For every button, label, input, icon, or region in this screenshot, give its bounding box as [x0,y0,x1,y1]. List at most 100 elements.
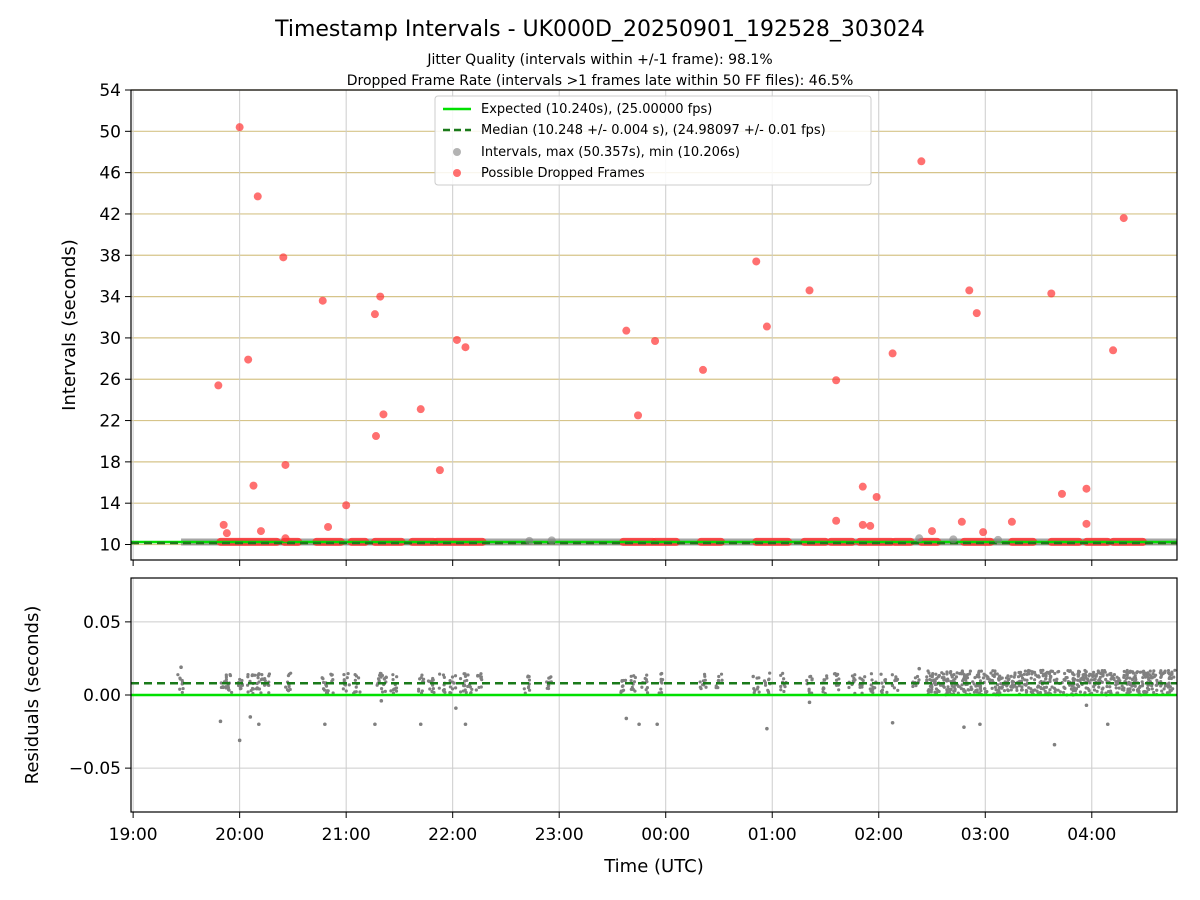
x-axis-label: Time (UTC) [603,856,704,877]
bottom-xtick-label: 02:00 [854,825,903,845]
residual-point [1126,690,1130,694]
residual-point [781,671,785,675]
bottom-y-axis-label: Residuals (seconds) [22,606,43,785]
residual-point [395,675,399,679]
residual-outlier-point [454,706,458,710]
residual-point [1101,674,1105,678]
residual-point [389,689,393,693]
residual-point [527,688,532,692]
dropped-frame-point [452,335,461,344]
dropped-frame-point [318,296,327,305]
residual-point [766,688,770,692]
residual-point [180,690,184,695]
interval-point [915,534,924,543]
residual-point [661,678,665,682]
residual-point [450,675,455,679]
residual-point [1138,670,1142,674]
bottom-xtick-label: 00:00 [641,825,690,845]
residual-point [391,677,395,682]
residual-point [1142,672,1146,677]
top-ytick-label: 38 [99,246,121,266]
residual-point [698,680,702,684]
intervals-plot: 10 14 18 22 26 30 34 38 42 46 50 54 [99,81,1178,566]
dropped-frame-point [371,432,380,441]
residual-point [256,676,260,680]
top-ytick-label: 42 [99,205,121,225]
residual-point [1019,688,1024,692]
residual-point [757,690,761,694]
residual-point [326,689,330,693]
bottom-xtick-label: 01:00 [748,825,797,845]
residual-point [1092,670,1096,674]
residual-point [991,669,995,673]
residual-point [1162,687,1166,691]
residual-point [937,673,941,678]
residual-point [1072,679,1076,683]
residual-point [720,678,724,682]
residual-point [1062,685,1066,689]
residual-point [966,688,970,692]
residual-point [977,675,981,679]
residual-point [1097,677,1102,682]
residual-point [1044,674,1048,678]
residual-point [825,674,829,678]
dropped-frame-point [461,343,470,352]
residual-point [997,686,1001,690]
residual-point [417,689,421,693]
residual-point [1015,685,1019,690]
residual-point [807,689,811,693]
residual-point [1143,675,1147,679]
residual-outlier-point [323,722,327,727]
bottom-xtick-label: 19:00 [109,825,158,845]
residual-point [1167,681,1171,685]
residual-point [353,678,357,682]
residual-point [644,688,648,692]
legend-intervals-swatch [453,148,461,156]
residual-point [1128,676,1132,680]
legend-box [434,95,872,186]
dropped-frame-point [858,520,867,529]
residual-point [230,690,234,695]
residual-point [1043,689,1047,693]
residual-point [714,686,718,690]
bottom-xtick-label: 22:00 [428,825,477,845]
residual-point [1141,675,1145,680]
dropped-frame-point [698,365,707,374]
residual-point [756,685,760,689]
residual-point [977,670,981,675]
residual-point [1029,690,1033,694]
residual-point [1033,688,1037,692]
residual-point [871,687,875,692]
residual-point [880,688,885,692]
residual-point [330,679,334,683]
residual-point [945,672,949,676]
residual-outlier-point [624,716,629,721]
residual-point [1018,670,1023,674]
residual-point [480,678,484,682]
residual-point [356,676,361,680]
residual-point [1158,671,1162,675]
residual-point [1097,685,1101,689]
residual-outlier-point [637,722,641,727]
residual-outlier-point [463,722,468,727]
residual-point [1169,676,1173,681]
residual-point [1015,688,1019,693]
residual-point [221,685,225,690]
residual-point [1148,669,1152,673]
residual-point [763,683,768,687]
residual-point [454,686,458,690]
residual-point [1020,685,1024,689]
residual-point [479,675,483,679]
top-ytick-label: 26 [99,370,121,390]
residual-point [1105,673,1109,677]
residual-point [945,688,949,692]
residual-outlier-point [218,719,223,724]
residual-point [768,671,772,675]
residual-point [767,678,771,682]
residual-point [257,687,262,691]
dropped-frame-point [253,192,262,201]
residual-point [994,688,998,692]
residual-point [1160,689,1164,693]
residual-point [779,688,783,692]
